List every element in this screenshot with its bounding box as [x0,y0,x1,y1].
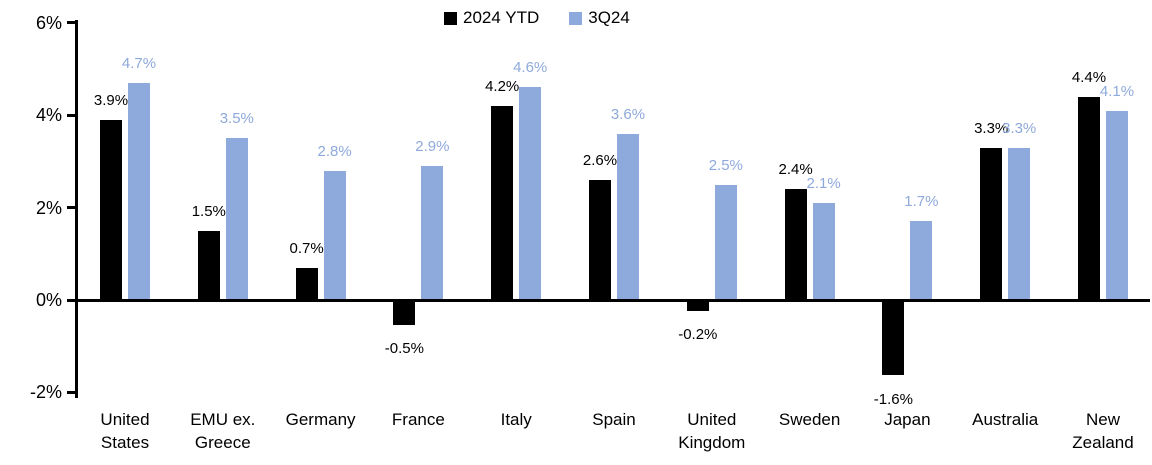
bar-2024-ytd-new-zealand [1078,96,1100,300]
y-axis-tick-label: 4% [35,105,62,126]
legend-label: 2024 YTD [463,8,540,27]
bar-label-2024-ytd-united-states: 3.9% [93,91,129,109]
bar-2024-ytd-united-states [100,119,122,300]
y-axis-line [75,20,78,398]
bar-label-3q24-united-kingdom: 2.5% [708,156,743,174]
bar-label-3q24-japan: 1.7% [904,193,939,211]
legend-label: 3Q24 [588,8,630,27]
bar-3q24-germany [323,170,346,300]
bar-2024-ytd-spain [589,179,611,300]
bar-3q24-spain [617,133,639,300]
legend-swatch-2024-ytd [444,11,457,25]
bar-3q24-sweden [812,202,835,300]
bar-2024-ytd-japan [882,301,905,376]
chart-legend: 2024 YTD 3Q24 [444,8,630,28]
bar-3q24-australia [1008,147,1031,300]
bar-label-2024-ytd-spain: 2.6% [582,151,618,169]
bar-label-2024-ytd-new-zealand: 4.4% [1071,68,1107,86]
y-axis-tick [67,206,76,210]
y-axis-tick [67,113,76,117]
bar-3q24-france [421,166,444,300]
bar-2024-ytd-italy [491,105,514,300]
y-axis-tick-label: 2% [35,197,62,218]
bar-3q24-emu-ex-greece [225,138,248,300]
legend-item-2024-ytd: 2024 YTD [444,8,539,28]
category-label-france: France [391,410,445,429]
category-label-australia: Australia [972,410,1039,429]
bar-3q24-new-zealand [1106,110,1128,300]
y-axis-tick-label: 6% [35,12,62,33]
bar-2024-ytd-australia [980,147,1003,300]
category-label-italy: Italy [500,410,532,429]
y-axis-tick [67,298,76,302]
bar-label-2024-ytd-australia: 3.3% [974,119,1009,137]
bar-3q24-united-states [128,82,150,300]
bar-label-2024-ytd-emu-ex-greece: 1.5% [191,202,226,220]
bar-label-3q24-emu-ex-greece: 3.5% [219,110,254,128]
bar-3q24-united-kingdom [714,184,737,300]
bar-label-2024-ytd-sweden: 2.4% [778,161,813,179]
bar-label-2024-ytd-france: -0.5% [384,340,424,358]
bar-label-3q24-france: 2.9% [415,138,450,156]
category-label-new-zealand: New Zealand [1072,410,1134,452]
bar-label-3q24-united-states: 4.7% [121,54,157,72]
bar-label-2024-ytd-germany: 0.7% [289,239,324,257]
y-axis-tick-label: -2% [29,382,62,403]
bar-label-2024-ytd-italy: 4.2% [485,77,520,95]
category-label-germany: Germany [285,410,356,429]
bar-2024-ytd-sweden [784,189,807,300]
bar-label-3q24-italy: 4.6% [513,59,548,77]
bar-label-3q24-germany: 2.8% [317,142,352,160]
legend-swatch-3q24 [569,11,583,25]
bar-2024-ytd-emu-ex-greece [197,230,220,300]
legend-item-3q24: 3Q24 [569,8,630,28]
bar-2024-ytd-germany [295,267,318,300]
category-label-emu-ex-greece: EMU ex. Greece [190,410,256,452]
category-label-united-states: United States [100,410,150,452]
bar-label-2024-ytd-japan: -1.6% [873,390,913,408]
bar-2024-ytd-france [393,301,416,325]
bar-label-2024-ytd-united-kingdom: -0.2% [678,326,718,344]
bar-3q24-italy [519,87,542,300]
y-axis-tick [67,390,76,394]
bar-3q24-japan [910,221,933,300]
bar-label-3q24-sweden: 2.1% [806,174,841,192]
category-label-spain: Spain [592,410,636,429]
bar-2024-ytd-united-kingdom [686,301,709,311]
category-label-japan: Japan [884,410,931,429]
y-axis-tick [67,21,76,25]
bar-label-3q24-australia: 3.3% [1002,119,1037,137]
category-label-sweden: Sweden [778,410,841,429]
y-axis-tick-label: 0% [35,290,62,310]
x-axis-baseline [75,299,1150,302]
bar-label-3q24-spain: 3.6% [610,105,646,123]
category-label-united-kingdom: United Kingdom [678,410,746,452]
bar-label-3q24-new-zealand: 4.1% [1099,82,1135,100]
